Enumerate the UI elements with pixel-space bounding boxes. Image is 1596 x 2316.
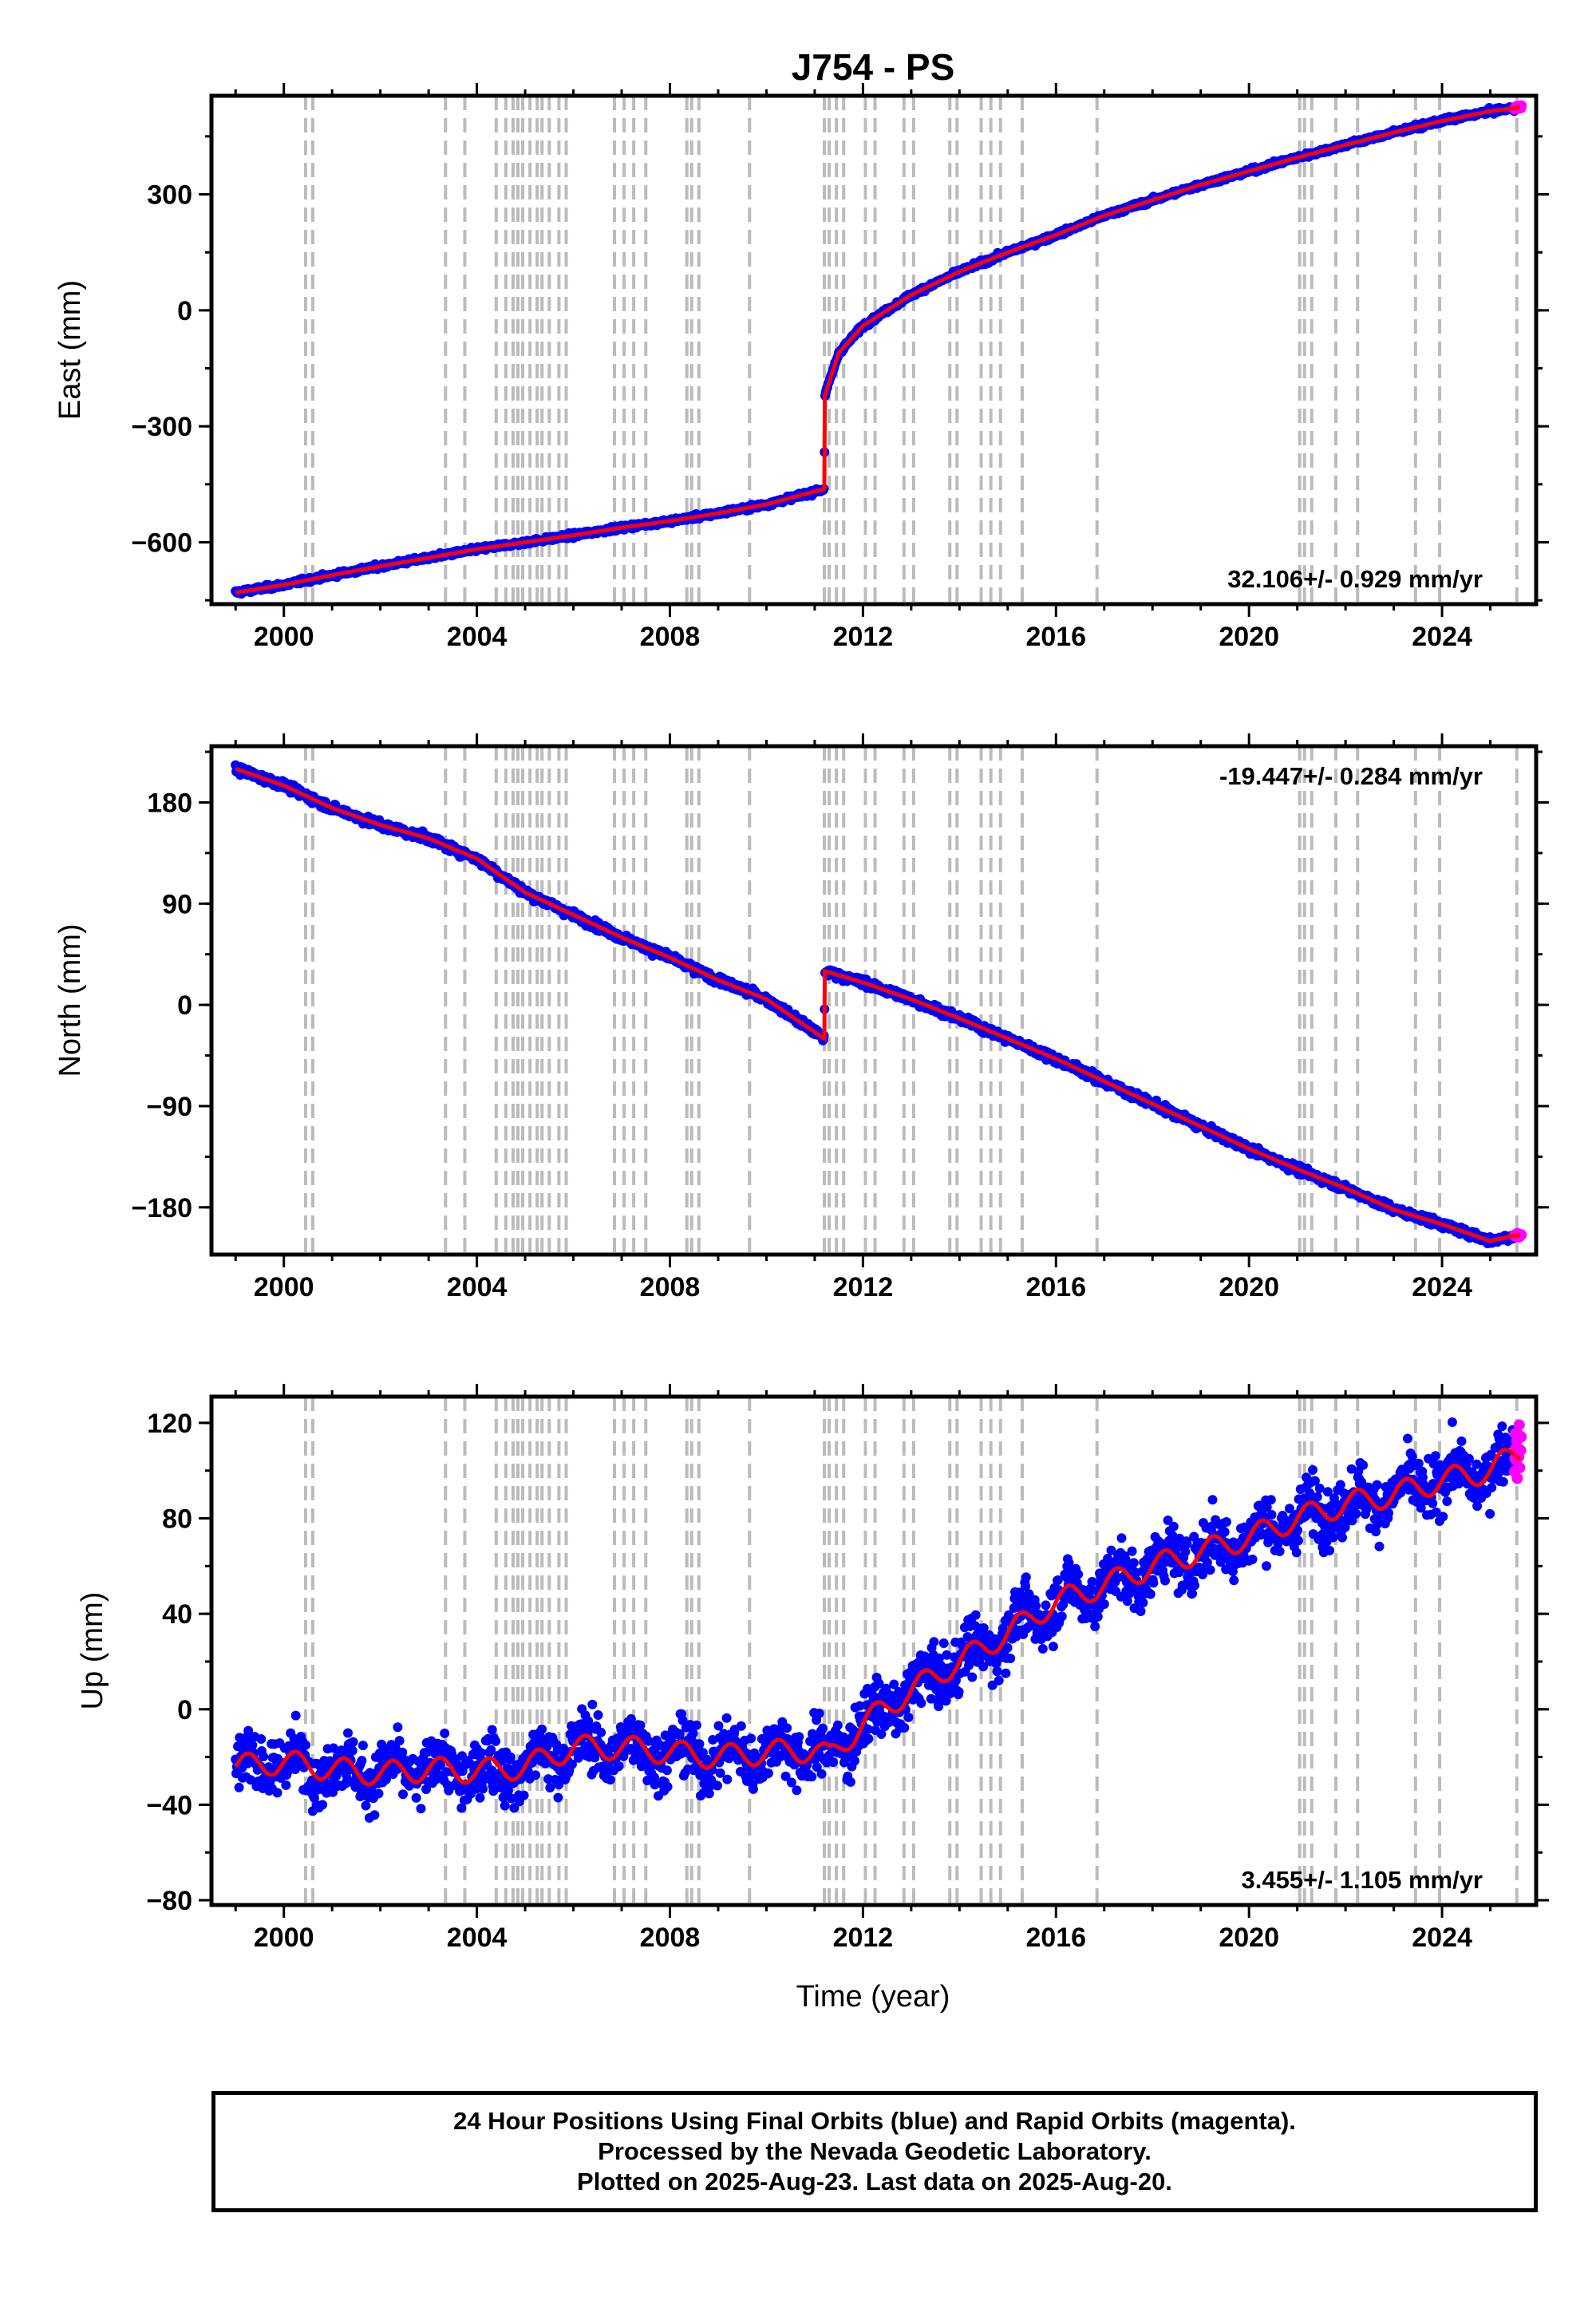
- up-data-point: [318, 1800, 328, 1810]
- north-x-tick-label: 2020: [1219, 1272, 1279, 1302]
- east-x-tick-label: 2008: [640, 622, 701, 652]
- east-frame: [209, 93, 1539, 607]
- north-plot-area: [231, 746, 1527, 1255]
- up-data-point: [301, 1740, 310, 1750]
- panel-north: 180 90 0 −90 −180 2000 2004 2008 2012 2016 2020 202…: [53, 733, 1549, 1302]
- up-plot-area: [231, 1397, 1527, 1905]
- east-plot-area: [231, 96, 1527, 604]
- north-y-tick-label: 180: [147, 788, 192, 818]
- up-data-point: [234, 1782, 244, 1792]
- north-x-tick-label: 2016: [1025, 1272, 1086, 1302]
- north-x-tick-label: 2024: [1412, 1272, 1472, 1302]
- up-data-point: [348, 1737, 358, 1747]
- east-y-tick-label: 0: [177, 296, 192, 326]
- east-y-tick-label: −600: [131, 528, 192, 558]
- east-y-tick-label: −300: [131, 412, 192, 442]
- up-data-point: [343, 1728, 353, 1738]
- north-y-tick-label: −180: [131, 1193, 192, 1223]
- up-data-point: [281, 1780, 291, 1790]
- east-x-tick-label: 2000: [254, 622, 314, 652]
- north-x-tick-label: 2012: [833, 1272, 894, 1302]
- east-y-axis-title: East (mm): [53, 280, 87, 420]
- north-x-tick-label: 2008: [640, 1272, 701, 1302]
- east-rate-annotation: 32.106+/- 0.929 mm/yr: [1227, 565, 1483, 593]
- east-x-tick-label: 2004: [447, 622, 508, 652]
- up-data-point: [272, 1788, 282, 1798]
- up-data-point: [290, 1710, 301, 1721]
- east-x-tick-label: 2016: [1025, 622, 1086, 652]
- north-y-axis-title: North (mm): [53, 923, 87, 1077]
- north-y-tick-label: −90: [146, 1092, 192, 1122]
- east-x-tick-label: 2020: [1219, 622, 1279, 652]
- up-data-point: [259, 1752, 269, 1761]
- east-x-tick-label: 2012: [833, 622, 894, 652]
- up-data-point: [256, 1734, 267, 1744]
- north-x-tick-label: 2000: [254, 1272, 314, 1302]
- up-data-point: [347, 1745, 358, 1756]
- east-x-tick-label: 2024: [1412, 622, 1472, 652]
- panels: 300 0 −300 −600 2000 2004 2008 2012 2016 2020 2024…: [53, 83, 1549, 1953]
- north-x-tick-label: 2004: [447, 1272, 508, 1302]
- chart-title: J754 - PS: [792, 46, 955, 88]
- north-model-line: [235, 766, 1520, 1243]
- east-model-line: [235, 105, 1520, 595]
- north-rate-annotation: -19.447+/- 0.284 mm/yr: [1219, 762, 1483, 790]
- east-y-tick-label: 300: [147, 180, 192, 211]
- north-y-tick-label: 90: [162, 889, 192, 919]
- panel-east: 300 0 −300 −600 2000 2004 2008 2012 2016 2020 2024…: [53, 83, 1549, 652]
- north-y-tick-label: 0: [177, 990, 192, 1021]
